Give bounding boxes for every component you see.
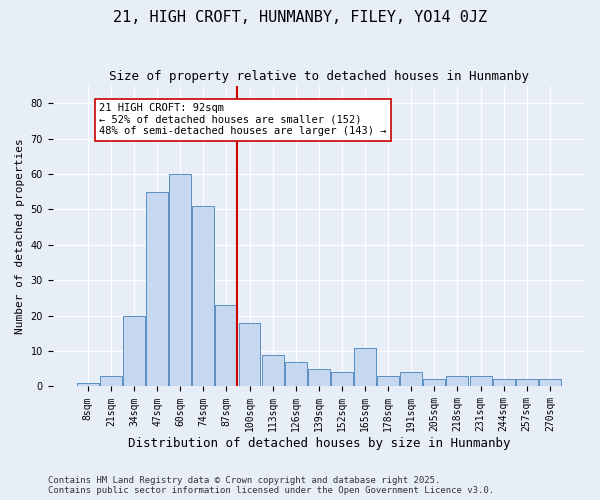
- Bar: [100, 376, 122, 386]
- Bar: [285, 362, 307, 386]
- Title: Size of property relative to detached houses in Hunmanby: Size of property relative to detached ho…: [109, 70, 529, 83]
- Bar: [446, 376, 469, 386]
- Bar: [400, 372, 422, 386]
- Bar: [239, 322, 260, 386]
- Bar: [146, 192, 168, 386]
- Bar: [77, 383, 99, 386]
- Bar: [331, 372, 353, 386]
- Bar: [377, 376, 399, 386]
- X-axis label: Distribution of detached houses by size in Hunmanby: Distribution of detached houses by size …: [128, 437, 510, 450]
- Bar: [354, 348, 376, 387]
- Bar: [262, 354, 284, 386]
- Bar: [123, 316, 145, 386]
- Y-axis label: Number of detached properties: Number of detached properties: [15, 138, 25, 334]
- Text: 21, HIGH CROFT, HUNMANBY, FILEY, YO14 0JZ: 21, HIGH CROFT, HUNMANBY, FILEY, YO14 0J…: [113, 10, 487, 25]
- Bar: [424, 380, 445, 386]
- Bar: [470, 376, 491, 386]
- Text: 21 HIGH CROFT: 92sqm
← 52% of detached houses are smaller (152)
48% of semi-deta: 21 HIGH CROFT: 92sqm ← 52% of detached h…: [100, 104, 387, 136]
- Text: Contains HM Land Registry data © Crown copyright and database right 2025.
Contai: Contains HM Land Registry data © Crown c…: [48, 476, 494, 495]
- Bar: [308, 369, 330, 386]
- Bar: [539, 380, 561, 386]
- Bar: [215, 305, 238, 386]
- Bar: [169, 174, 191, 386]
- Bar: [193, 206, 214, 386]
- Bar: [493, 380, 515, 386]
- Bar: [516, 380, 538, 386]
